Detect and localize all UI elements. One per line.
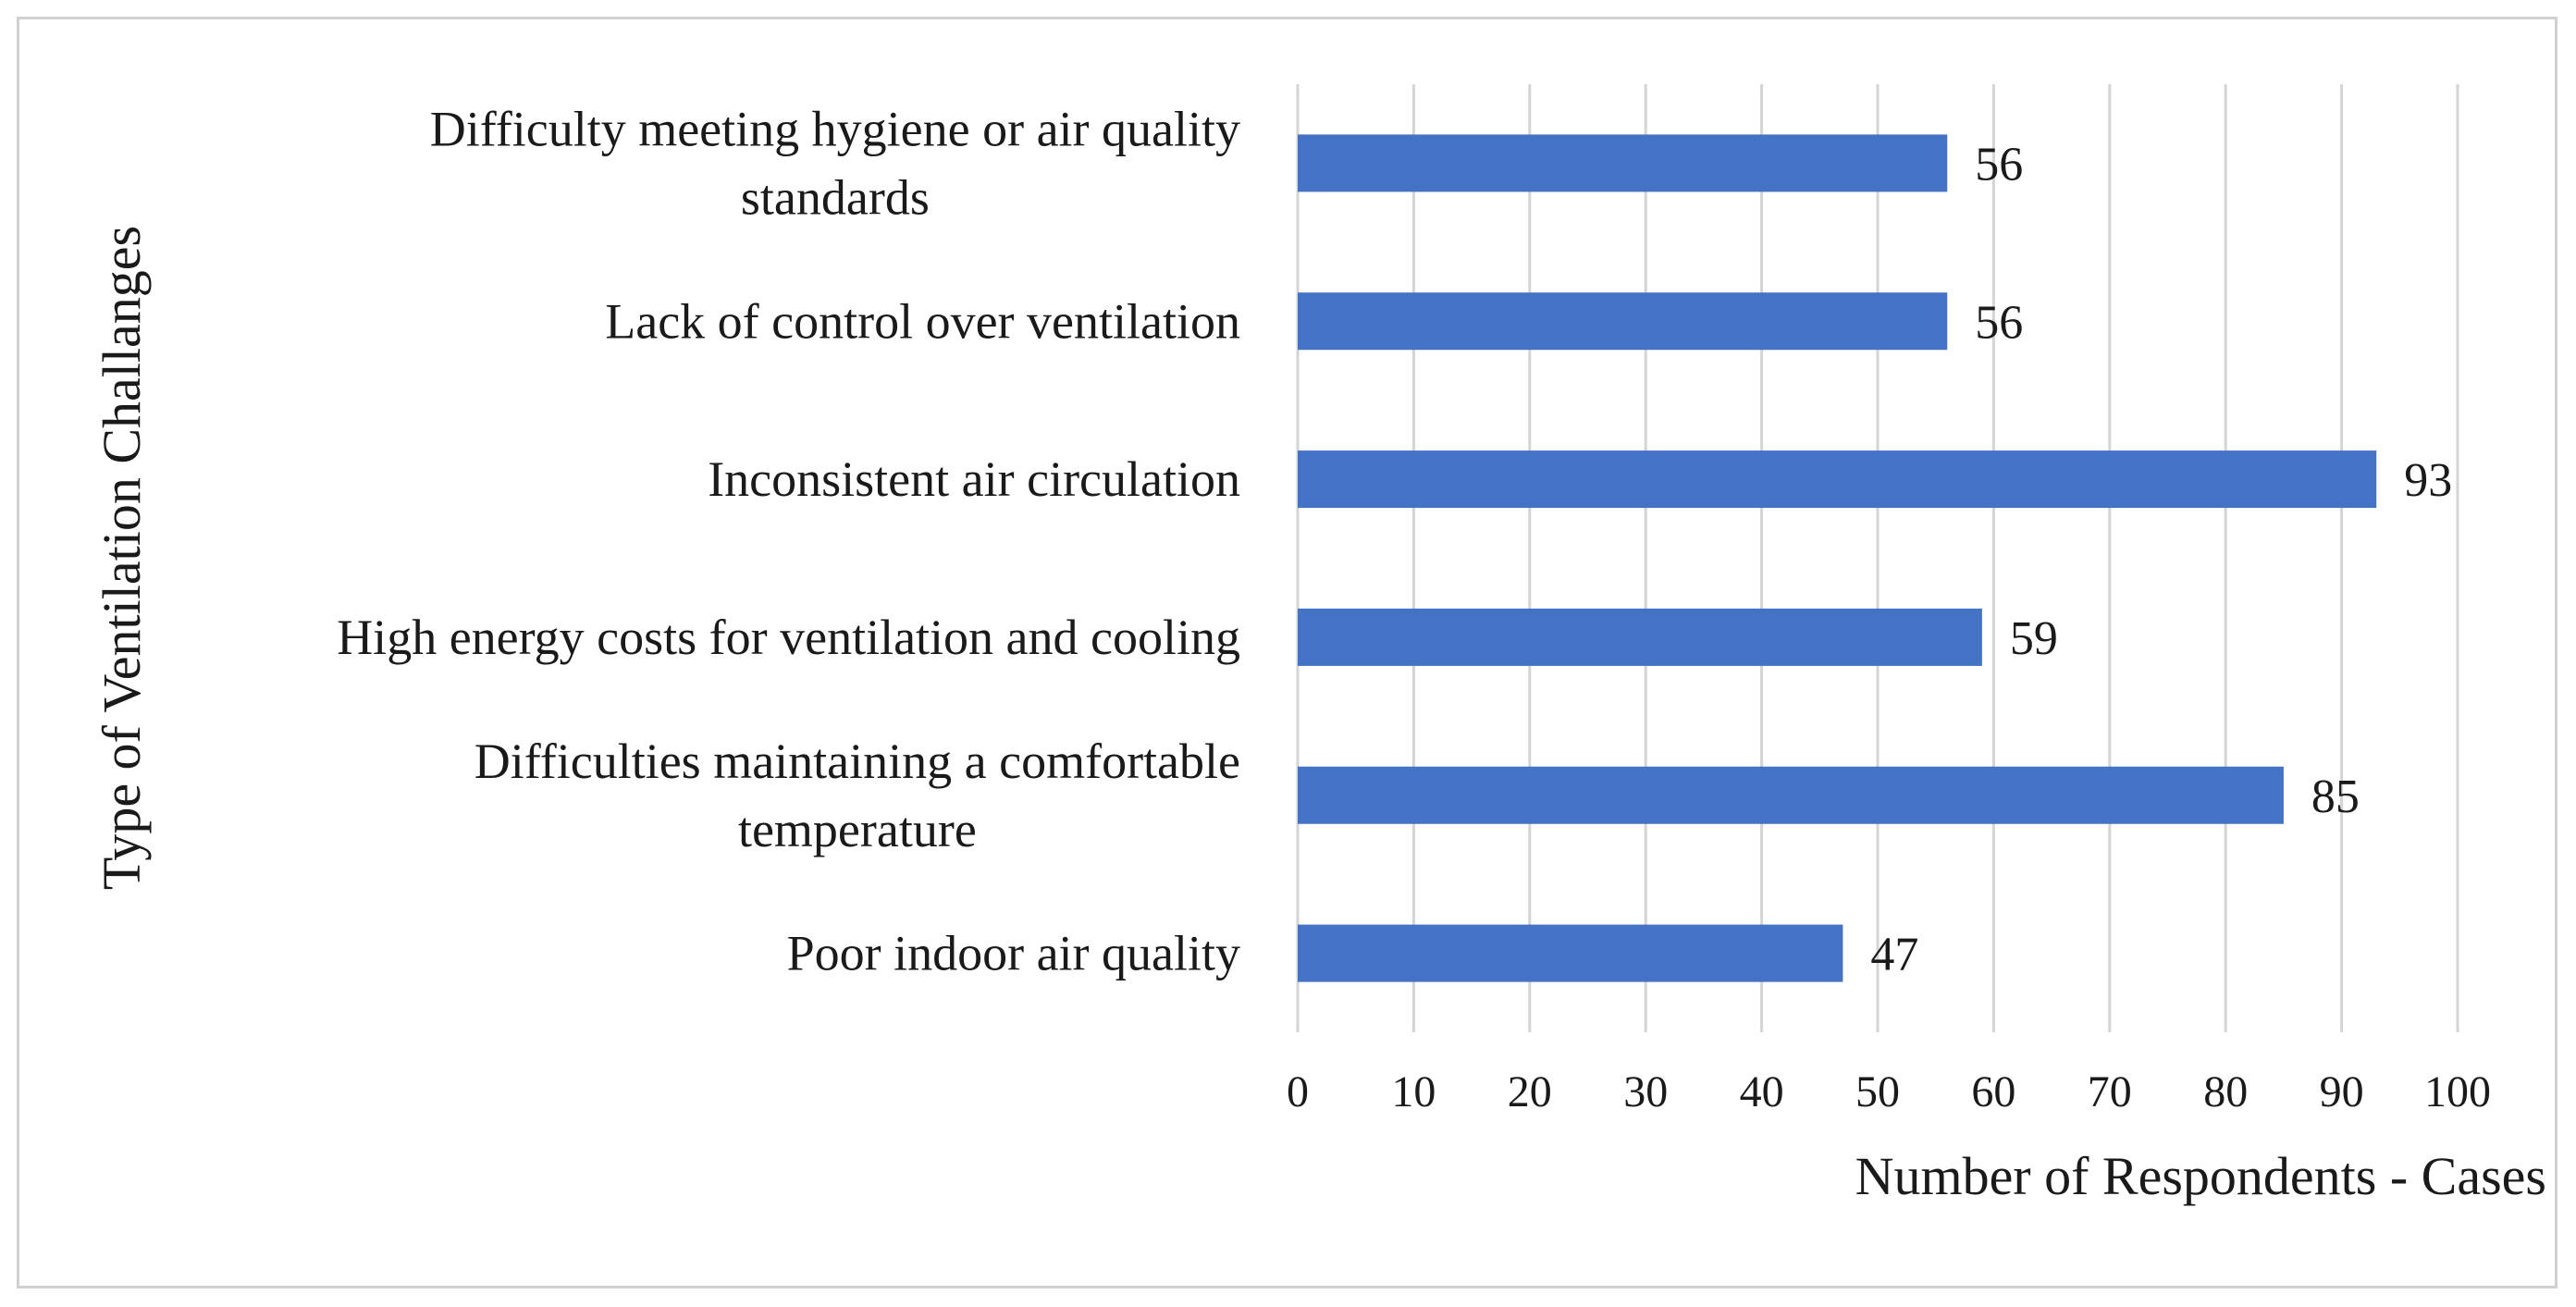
- x-tick-labels: 0 10 20 30 40 50 60 70 80 90 100: [1287, 1067, 2491, 1116]
- x-tick-label: 30: [1623, 1067, 1668, 1116]
- x-tick-label: 50: [1855, 1067, 1900, 1116]
- bar-3: [1298, 450, 2377, 509]
- category-label-3: Inconsistent air circulation: [708, 451, 1240, 507]
- data-labels: 56 56 93 59 85 47: [1870, 138, 2452, 980]
- data-label-1: 56: [1975, 138, 2023, 191]
- x-tick-label: 80: [2203, 1067, 2248, 1116]
- x-tick-label: 70: [2088, 1067, 2132, 1116]
- bar-1: [1298, 134, 1948, 192]
- x-tick-label: 100: [2424, 1067, 2491, 1116]
- data-label-3: 93: [2404, 454, 2452, 507]
- x-tick-label: 0: [1287, 1067, 1309, 1116]
- gridlines: [1296, 84, 2459, 1032]
- bar-2: [1298, 292, 1948, 351]
- category-label-6: Poor indoor air quality: [787, 926, 1240, 981]
- bar-4: [1298, 608, 1982, 666]
- x-tick-label: 40: [1740, 1067, 1784, 1116]
- category-labels: Difficulty meeting hygiene or air qualit…: [337, 101, 1240, 980]
- data-label-5: 85: [2311, 771, 2360, 823]
- x-tick-label: 20: [1508, 1067, 1552, 1116]
- x-axis-title: Number of Respondents - Cases: [1855, 1146, 2546, 1206]
- bar-chart: 56 56 93 59 85 47 Difficulty meeting hygiene …: [92, 84, 2546, 1206]
- chart-frame: 56 56 93 59 85 47 Difficulty meeting hygiene …: [17, 17, 2558, 1289]
- category-label-5: Difficulties maintaining a comfortable te…: [475, 734, 1240, 857]
- data-label-2: 56: [1975, 296, 2023, 349]
- bar-5: [1298, 766, 2284, 824]
- data-label-6: 47: [1870, 929, 1918, 981]
- bar-6: [1298, 924, 1843, 982]
- y-axis-title: Type of Ventilation Challanges: [92, 226, 152, 890]
- x-tick-label: 10: [1391, 1067, 1436, 1116]
- x-tick-label: 60: [1971, 1067, 2015, 1116]
- bars: [1298, 134, 2377, 982]
- category-label-2: Lack of control over ventilation: [605, 293, 1240, 349]
- category-label-1: Difficulty meeting hygiene or air qualit…: [430, 101, 1240, 225]
- category-label-4: High energy costs for ventilation and co…: [337, 610, 1240, 665]
- data-label-4: 59: [2010, 612, 2058, 665]
- x-tick-label: 90: [2320, 1067, 2364, 1116]
